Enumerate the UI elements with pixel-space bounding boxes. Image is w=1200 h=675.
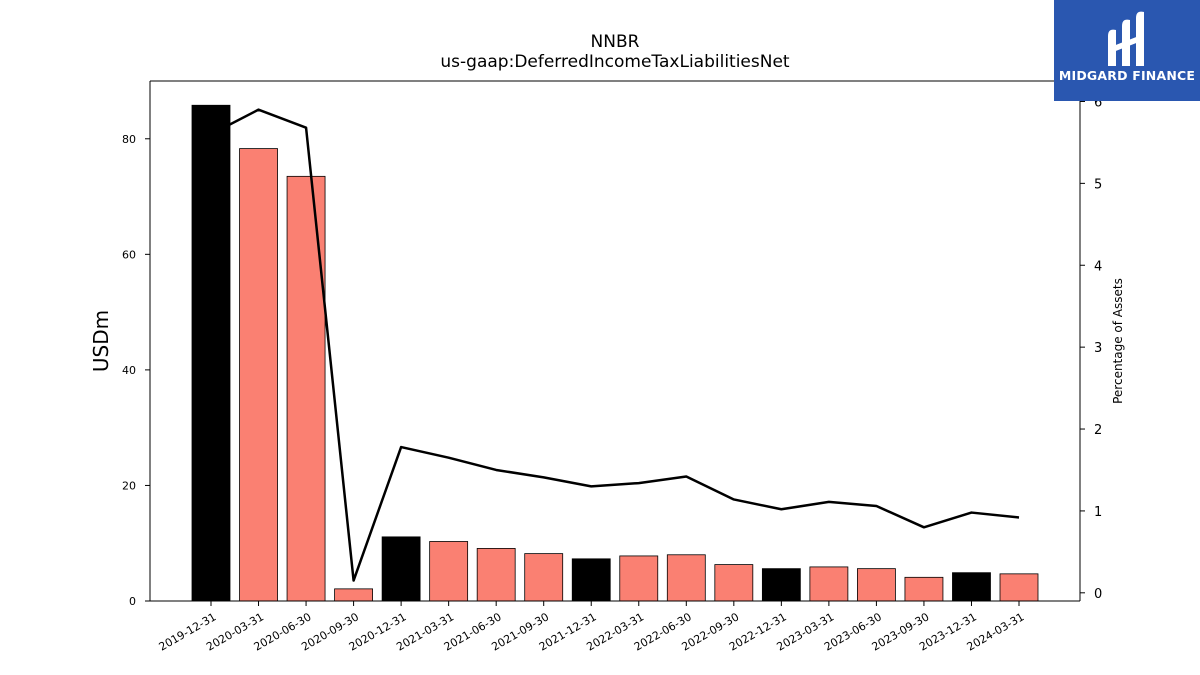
bar-2023-09-30 [904,576,944,602]
chart-subtitle: us-gaap:DeferredIncomeTaxLiabilitiesNet [440,52,790,72]
bar-2023-03-31 [809,566,849,602]
bar-2022-09-30 [714,564,754,602]
bar-2022-03-31 [619,555,659,602]
bar-2020-06-30 [286,175,326,602]
bar-2019-12-31 [191,104,231,602]
bar-2020-03-31 [239,148,278,602]
y-axis-label: USDm [89,310,113,372]
y2-tick-label: 3 [1094,341,1102,356]
logo-text: MIDGARD FINANCE [1058,68,1196,83]
y2-tick-label: 2 [1094,423,1102,438]
bar-2021-12-31 [571,558,611,602]
y2-tick-label: 0 [1094,587,1102,602]
bar-2024-03-31 [999,573,1039,602]
bar-2021-06-30 [476,548,516,602]
logo-mark-icon [1108,11,1144,67]
y-tick-label: 40 [122,364,136,377]
brand-logo: MIDGARD FINANCE [1054,0,1200,101]
y2-axis-label: Percentage of Assets [1111,278,1125,404]
bar-2020-12-31 [381,536,421,602]
bar-2020-09-30 [334,588,373,602]
bar-2021-09-30 [524,553,564,602]
y-tick-label: 20 [122,479,136,492]
chart-title: NNBR [590,32,640,52]
y-tick-label: 80 [122,133,136,146]
bar-2022-06-30 [666,554,706,602]
y2-tick-label: 4 [1094,259,1102,274]
percentage-line [210,108,1020,582]
bar-2023-12-31 [952,572,991,602]
y-tick-label: 60 [122,248,136,261]
bar-2022-12-31 [761,568,801,602]
y2-tick-label: 5 [1094,177,1102,192]
bar-2021-03-31 [429,541,469,602]
bar-2023-06-30 [857,568,896,602]
y2-tick-label: 6 [1094,95,1102,110]
y-tick-label: 0 [129,595,136,608]
y2-tick-label: 1 [1094,505,1102,520]
